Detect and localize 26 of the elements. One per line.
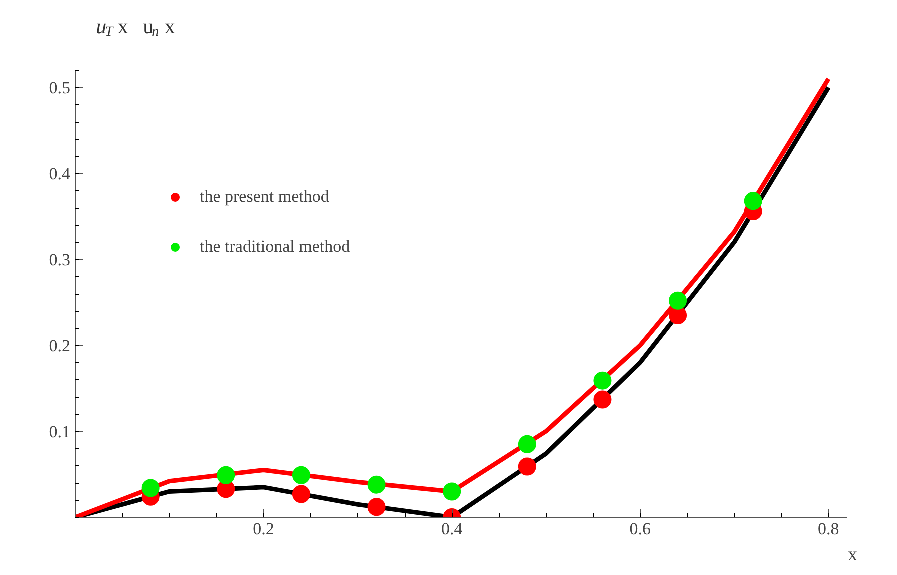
x-tick-label: 0.2 bbox=[253, 520, 274, 538]
point bbox=[669, 292, 688, 310]
point bbox=[518, 435, 536, 454]
point bbox=[518, 458, 536, 476]
legend-label: the present method bbox=[200, 187, 330, 207]
point bbox=[292, 485, 310, 504]
y-tick-label: 0.2 bbox=[49, 336, 70, 356]
point bbox=[368, 498, 386, 516]
point bbox=[744, 192, 762, 210]
point bbox=[594, 372, 612, 390]
x-tick-label: 0.4 bbox=[441, 520, 464, 538]
point bbox=[292, 466, 310, 484]
x-axis-title: x bbox=[848, 544, 858, 566]
y-tick-label: 0.3 bbox=[49, 250, 70, 270]
x-tick-label: 0.8 bbox=[818, 520, 840, 538]
point bbox=[368, 476, 386, 494]
y-tick-label: 0.1 bbox=[49, 422, 70, 442]
point bbox=[443, 482, 462, 501]
y-tick-label: 0.4 bbox=[49, 164, 71, 184]
legend-label: the traditional method bbox=[200, 237, 350, 257]
point bbox=[217, 466, 236, 484]
point bbox=[142, 479, 160, 498]
x-tick-label: 0.6 bbox=[630, 520, 652, 538]
y-tick-label: 0.5 bbox=[49, 78, 70, 98]
point bbox=[669, 306, 688, 324]
point bbox=[594, 390, 612, 409]
